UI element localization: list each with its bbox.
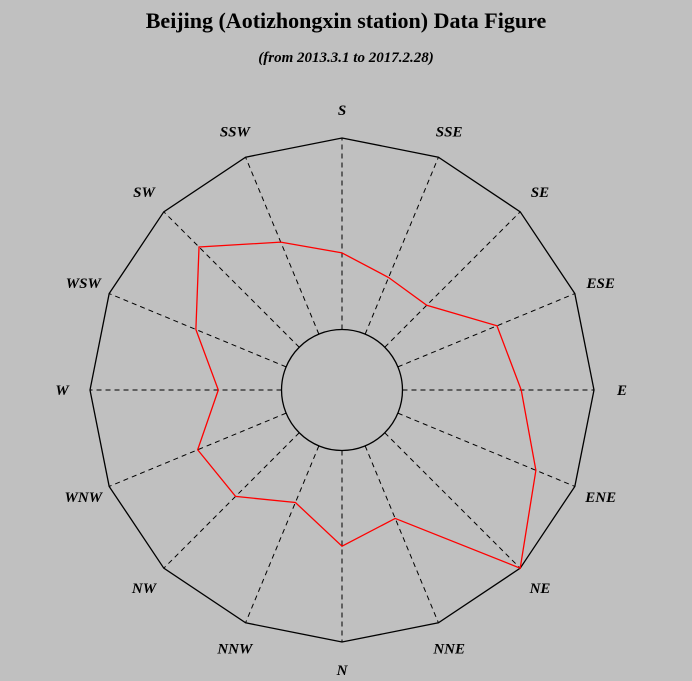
radar-labels-group: S SSE SE ESE E ENE NE NNE N NNW NW WNW W WSW SW SSW bbox=[55, 103, 627, 679]
direction-label-nw: NW bbox=[131, 581, 158, 597]
spoke-sse bbox=[364, 156, 439, 335]
spoke-ssw bbox=[245, 156, 320, 335]
direction-label-ese: ESE bbox=[586, 276, 615, 292]
radar-series-group bbox=[195, 241, 537, 570]
direction-label-nne: NNE bbox=[432, 642, 465, 658]
spoke-nne bbox=[364, 445, 439, 624]
chart-subtitle: (from 2013.3.1 to 2017.2.28) bbox=[258, 50, 434, 66]
direction-label-e: E bbox=[616, 383, 627, 399]
direction-label-ene: ENE bbox=[584, 490, 616, 506]
radar-inner-circle bbox=[280, 328, 404, 452]
spoke-ene bbox=[397, 412, 576, 487]
spoke-ese bbox=[397, 293, 576, 368]
spoke-wsw bbox=[108, 293, 287, 368]
direction-label-ssw: SSW bbox=[220, 124, 252, 140]
direction-label-nnw: NNW bbox=[216, 642, 254, 658]
series-line-0 bbox=[195, 241, 537, 570]
spoke-ne bbox=[384, 432, 521, 569]
radar-spokes-group bbox=[90, 138, 594, 642]
direction-label-w: W bbox=[55, 383, 70, 399]
direction-label-se: SE bbox=[531, 185, 549, 201]
chart-title: Beijing (Aotizhongxin station) Data Figu… bbox=[145, 8, 547, 33]
spoke-nw bbox=[163, 432, 300, 569]
direction-label-s: S bbox=[338, 103, 346, 119]
spoke-wnw bbox=[108, 412, 287, 487]
direction-label-wsw: WSW bbox=[66, 276, 103, 292]
direction-label-ne: NE bbox=[529, 581, 551, 597]
direction-label-n: N bbox=[336, 663, 349, 679]
spoke-nnw bbox=[245, 445, 320, 624]
direction-label-sse: SSE bbox=[436, 124, 463, 140]
spoke-sw bbox=[163, 211, 300, 348]
direction-label-wnw: WNW bbox=[65, 490, 104, 506]
spoke-se bbox=[384, 211, 521, 348]
direction-label-sw: SW bbox=[133, 185, 156, 201]
radar-inner-circle-group bbox=[280, 328, 404, 452]
